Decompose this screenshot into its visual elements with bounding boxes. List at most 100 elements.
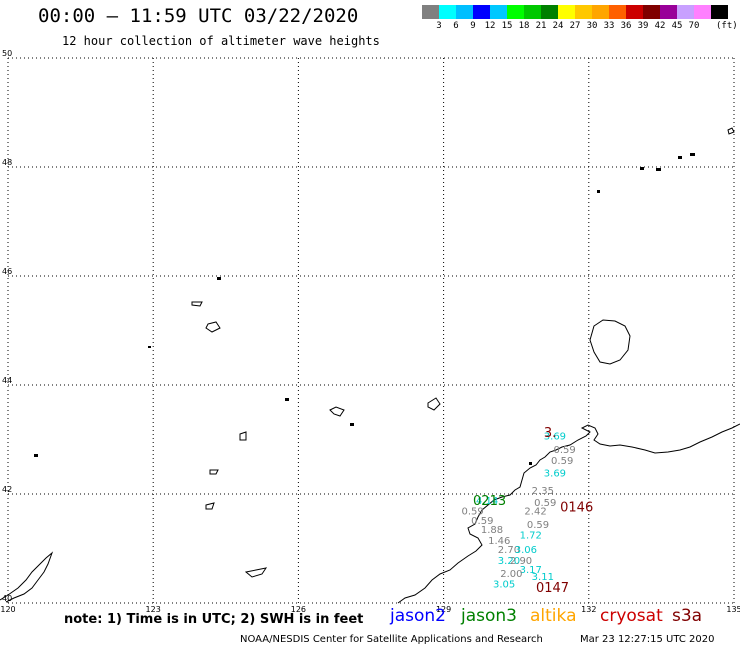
lat-tick-label: 42	[2, 485, 12, 494]
color-scale-label: 33	[603, 21, 615, 31]
pass-time-label: 3.	[544, 426, 556, 441]
island-shape	[329, 406, 345, 417]
color-swatch	[677, 5, 694, 19]
lat-tick-label: 48	[2, 158, 12, 167]
coastline	[0, 127, 740, 604]
wave-height-value: 2.42	[524, 507, 546, 518]
color-scale-label: 36	[620, 21, 632, 31]
wave-height-value: 0.59	[551, 456, 573, 467]
color-scale-label: 70	[688, 21, 700, 31]
color-scale-label: 9	[470, 21, 476, 31]
color-swatch	[507, 5, 524, 19]
lon-tick-label: 126	[291, 605, 306, 614]
color-scale-label: 6	[453, 21, 459, 31]
lat-tick-label: 40	[2, 594, 12, 603]
wave-height-value: 2.35	[532, 486, 554, 497]
color-scale	[422, 5, 728, 19]
lat-tick-label: 46	[2, 267, 12, 276]
color-scale-label: 39	[637, 21, 649, 31]
coastline-west-cape	[0, 551, 54, 603]
island-shape	[427, 397, 441, 411]
color-swatch	[439, 5, 456, 19]
pass-time-label: 0146	[560, 500, 593, 515]
wave-height-value: 1.46	[488, 536, 510, 547]
satellite-pass-labels: 0213 0146 0147 3.	[473, 426, 593, 596]
color-swatch	[541, 5, 558, 19]
color-swatch	[609, 5, 626, 19]
color-swatch	[643, 5, 660, 19]
wave-height-value: 3.06	[515, 545, 537, 556]
wave-height-value: 3.69	[544, 469, 566, 480]
island-shape	[205, 502, 215, 510]
map-title: 00:00 – 11:59 UTC 03/22/2020	[38, 5, 359, 27]
lat-tick-label: 44	[2, 376, 12, 385]
footer-note: note: 1) Time is in UTC; 2) SWH is in fe…	[64, 612, 364, 627]
wave-height-value: 2.70	[498, 545, 520, 556]
pass-time-label: 0213	[473, 494, 506, 509]
wave-height-value: 3.05	[493, 580, 515, 591]
island-shape	[244, 567, 268, 578]
coastline-mainland	[397, 423, 740, 604]
wave-height-value: 2.00	[500, 569, 522, 580]
wave-height-value: 4.14	[476, 496, 498, 507]
lon-tick-label: 120	[0, 605, 15, 614]
color-swatch	[490, 5, 507, 19]
wave-height-value: 0.59	[527, 520, 549, 531]
color-swatch	[694, 5, 711, 19]
map-subtitle: 12 hour collection of altimeter wave hei…	[62, 34, 380, 48]
color-swatch	[592, 5, 609, 19]
island-shape	[239, 431, 247, 441]
color-scale-label: 3	[436, 21, 442, 31]
small-islands	[34, 153, 695, 465]
legend-entry-jason3: jason3	[461, 606, 517, 626]
color-swatch	[558, 5, 575, 19]
color-scale-label: 45	[671, 21, 683, 31]
lon-tick-label: 132	[581, 605, 596, 614]
lon-tick-label: 135	[726, 605, 740, 614]
color-swatch	[575, 5, 592, 19]
wave-height-value: 0.59	[462, 507, 484, 518]
color-swatch	[711, 5, 728, 19]
wave-height-value: 0.59	[534, 498, 556, 509]
scale-unit-label: (ft)	[716, 21, 738, 31]
coastline-lake-khanka	[589, 319, 631, 365]
color-swatch	[422, 5, 439, 19]
island-shape	[209, 469, 219, 475]
wave-height-value: 3.69	[544, 432, 566, 443]
color-scale-label: 42	[654, 21, 666, 31]
legend-entry-s3a: s3a	[672, 606, 703, 626]
color-swatch	[660, 5, 677, 19]
color-scale-labels: 3 6 9 12 15 18 21 24 27 30 33 36 39 42 45 70	[422, 21, 740, 33]
color-scale-label: 21	[535, 21, 547, 31]
wave-height-value: 1.72	[520, 531, 542, 542]
wave-height-observations: 3.690.590.593.692.354.14 0.592.420.590.59…	[462, 432, 576, 591]
legend-entry-altika: altika	[530, 606, 577, 626]
lon-tick-label: 129	[436, 605, 451, 614]
wave-height-value: 0.59	[471, 516, 493, 527]
island-shape	[205, 321, 221, 333]
color-scale-label: 24	[552, 21, 564, 31]
lat-tick-label: 50	[2, 49, 12, 58]
color-scale-label: 30	[586, 21, 598, 31]
color-swatch	[456, 5, 473, 19]
wave-height-value: 2.90	[510, 556, 532, 567]
color-scale-label: 15	[501, 21, 513, 31]
wave-height-value: 0.59	[553, 445, 575, 456]
color-scale-label: 12	[484, 21, 496, 31]
color-scale-label: 18	[518, 21, 530, 31]
wave-height-value: 1.88	[481, 525, 503, 536]
wave-height-value: 3.17	[520, 565, 542, 576]
color-swatch	[626, 5, 643, 19]
wave-height-value: 3.20	[498, 556, 520, 567]
credit-line: NOAA/NESDIS Center for Satellite Applica…	[240, 634, 543, 645]
color-swatch	[473, 5, 490, 19]
pass-time-label: 0147	[536, 581, 569, 596]
wave-height-value: 3.11	[532, 572, 554, 583]
lon-tick-label: 123	[146, 605, 161, 614]
legend-entry-cryosat: cryosat	[600, 606, 663, 626]
color-scale-label: 27	[569, 21, 581, 31]
axis-tick-labels: 120 123 126 129 132 135 40 42 44 46 48 50	[0, 49, 740, 614]
color-swatch	[524, 5, 541, 19]
legend-entry-jason2: jason2	[390, 606, 446, 626]
